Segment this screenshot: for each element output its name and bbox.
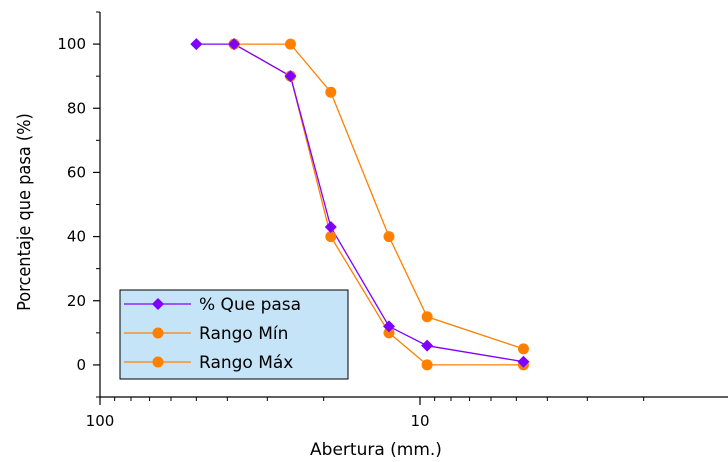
- data-point-circle: [152, 356, 164, 368]
- data-point-circle: [421, 359, 433, 371]
- y-tick-label: 40: [67, 228, 86, 246]
- data-point-diamond: [190, 38, 203, 51]
- y-tick-label: 60: [67, 163, 86, 181]
- x-axis-label: Abertura (mm.): [310, 440, 442, 460]
- tick-marks: [93, 11, 645, 405]
- y-tick-label: 20: [67, 292, 86, 310]
- legend: % Que pasa Rango Mín Rango Máx: [119, 289, 349, 380]
- legend-label: % Que pasa: [199, 295, 301, 315]
- data-point-circle: [383, 327, 395, 339]
- data-point-diamond: [324, 220, 337, 233]
- data-point-circle: [517, 343, 529, 355]
- y-axis-label: Porcentaje que pasa (%): [14, 113, 35, 311]
- x-tick-label: 100: [86, 412, 115, 430]
- y-tick-label: 80: [67, 99, 86, 117]
- data-point-diamond: [152, 298, 164, 310]
- data-point-circle: [383, 231, 395, 243]
- x-tick-label: 10: [410, 412, 429, 430]
- legend-label: Rango Mín: [199, 324, 288, 344]
- data-point-circle: [325, 86, 337, 98]
- y-tick-label: 0: [76, 356, 86, 374]
- data-point-circle: [284, 38, 296, 50]
- y-tick-label: 100: [57, 35, 86, 53]
- data-point-diamond: [284, 70, 297, 83]
- data-point-circle: [325, 231, 337, 243]
- data-point-circle: [152, 327, 164, 339]
- series-line: [234, 43, 524, 350]
- data-point-diamond: [382, 320, 395, 333]
- x-tick-labels: 100 10: [86, 412, 430, 430]
- data-point-diamond: [421, 339, 434, 352]
- data-point-circle: [421, 311, 433, 323]
- data-point-diamond: [228, 38, 241, 51]
- legend-label: Rango Máx: [199, 353, 293, 373]
- series-layer: [190, 38, 530, 371]
- data-point-diamond: [517, 355, 530, 368]
- y-tick-labels: 0 20 40 60 80 100: [57, 35, 86, 374]
